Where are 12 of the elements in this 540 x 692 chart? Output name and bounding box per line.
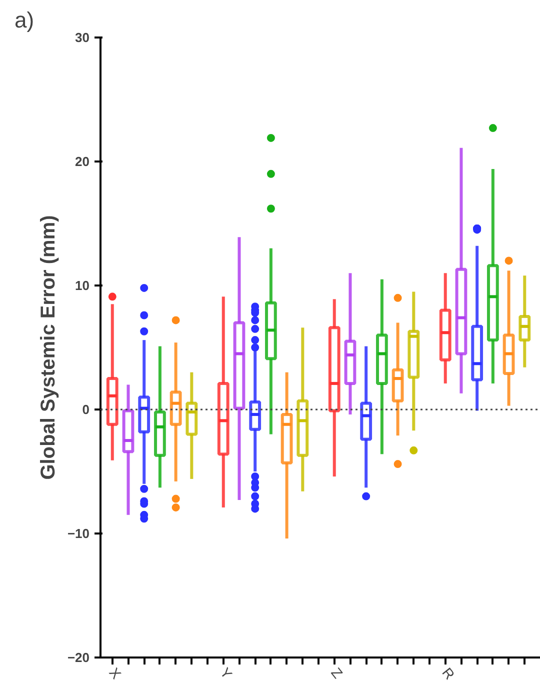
y-tick-label: 20 xyxy=(75,154,90,169)
x-tick-label: Y xyxy=(217,664,236,682)
x-tick-label: X xyxy=(106,664,125,682)
x-tick-label: R xyxy=(439,664,458,682)
y-tick-label: 0 xyxy=(82,402,90,417)
text: a) xyxy=(14,8,34,32)
y-axis-title: Global Systemic Error (mm) xyxy=(37,215,60,480)
y-tick-label: 10 xyxy=(75,278,90,293)
y-tick-label: 30 xyxy=(75,30,90,45)
y-tick-label: −10 xyxy=(67,526,90,541)
y-tick-label: −20 xyxy=(67,650,90,665)
x-tick-label: Z xyxy=(328,664,346,682)
